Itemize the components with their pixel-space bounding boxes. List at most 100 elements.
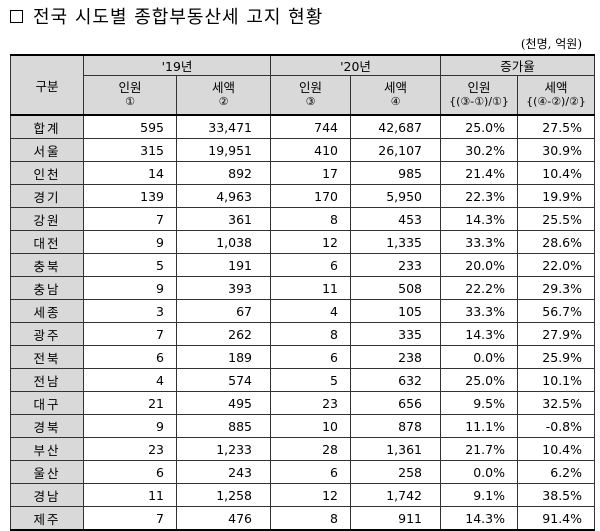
region-cell: 광주 <box>10 322 84 346</box>
region-cell: 제주 <box>10 506 84 531</box>
growth-people-cell: 22.2% <box>440 276 518 300</box>
people-2019-cell: 9 <box>83 230 177 254</box>
tax-2019-cell: 33,471 <box>176 114 271 139</box>
people-2019-cell: 9 <box>83 414 177 438</box>
tax-2019-cell: 19,951 <box>176 138 271 162</box>
people-2020-cell: 6 <box>270 345 351 369</box>
growth-people-cell: 22.3% <box>440 184 518 208</box>
tax-2019-cell: 1,233 <box>176 437 271 461</box>
growth-tax-cell: 10.4% <box>516 161 596 185</box>
growth-people-cell: 11.1% <box>440 414 518 438</box>
growth-tax-cell: 91.4% <box>516 506 596 531</box>
tax-2020-cell: 105 <box>350 299 441 323</box>
header-tax-2020: 세액 ④ <box>350 75 441 116</box>
tax-2019-cell: 67 <box>176 299 271 323</box>
tax-2020-cell: 258 <box>350 460 441 484</box>
people-2019-cell: 9 <box>83 276 177 300</box>
region-cell: 인천 <box>10 161 84 185</box>
table-row: 전남 4 574 5 632 25.0% 10.1% <box>10 368 596 392</box>
table-row: 대구 21 495 23 656 9.5% 32.5% <box>10 391 596 415</box>
header-tax-label: 세액 <box>544 80 568 95</box>
tax-2020-cell: 1,335 <box>350 230 441 254</box>
region-cell: 충남 <box>10 276 84 300</box>
table-row: 제주 7 476 8 911 14.3% 91.4% <box>10 506 596 531</box>
table-row: 인천 14 892 17 985 21.4% 10.4% <box>10 161 596 185</box>
growth-people-cell: 9.5% <box>440 391 518 415</box>
tax-2020-cell: 453 <box>350 207 441 231</box>
tax-2020-cell: 1,742 <box>350 483 441 507</box>
tax-2019-cell: 189 <box>176 345 271 369</box>
growth-tax-cell: 27.9% <box>516 322 596 346</box>
growth-tax-cell: -0.8% <box>516 414 596 438</box>
region-cell: 경기 <box>10 184 84 208</box>
tax-2020-cell: 335 <box>350 322 441 346</box>
tax-2020-cell: 42,687 <box>350 114 441 139</box>
growth-tax-cell: 38.5% <box>516 483 596 507</box>
header-people-label: 인원 <box>298 80 322 95</box>
table-row: 광주 7 262 8 335 14.3% 27.9% <box>10 322 596 346</box>
tax-2020-cell: 911 <box>350 506 441 531</box>
tax-2019-cell: 4,963 <box>176 184 271 208</box>
checkbox-square-icon <box>10 9 23 23</box>
region-cell: 합계 <box>10 114 84 139</box>
header-marker: ④ <box>390 95 401 108</box>
people-2019-cell: 3 <box>83 299 177 323</box>
people-2019-cell: 5 <box>83 253 177 277</box>
header-marker: ③ <box>305 95 316 108</box>
growth-tax-cell: 10.1% <box>516 368 596 392</box>
people-2020-cell: 28 <box>270 437 351 461</box>
tax-2020-cell: 1,361 <box>350 437 441 461</box>
region-cell: 전북 <box>10 345 84 369</box>
header-row-metrics: 인원 ① 세액 ② 인원 ③ 세액 ④ 인원 {(③-①)/①} 세액 {(④-②)/②} <box>11 75 596 116</box>
people-2020-cell: 744 <box>270 114 351 139</box>
tax-2020-cell: 985 <box>350 161 441 185</box>
page-title-text: 전국 시도별 종합부동산세 고지 현황 <box>33 7 324 28</box>
people-2020-cell: 6 <box>270 460 351 484</box>
growth-tax-cell: 25.9% <box>516 345 596 369</box>
people-2020-cell: 8 <box>270 207 351 231</box>
growth-tax-cell: 27.5% <box>516 114 596 139</box>
growth-people-cell: 0.0% <box>440 460 518 484</box>
people-2019-cell: 21 <box>83 391 177 415</box>
tax-2020-cell: 5,950 <box>350 184 441 208</box>
growth-tax-cell: 19.9% <box>516 184 596 208</box>
tax-2020-cell: 656 <box>350 391 441 415</box>
header-people-2019: 인원 ① <box>83 75 177 116</box>
header-row-years: 구분 '19년 '20년 증가율 <box>10 54 596 116</box>
tax-2019-cell: 476 <box>176 506 271 531</box>
table-row: 합계 595 33,471 744 42,687 25.0% 27.5% <box>10 114 596 139</box>
header-people-label: 인원 <box>467 80 491 95</box>
people-2020-cell: 11 <box>270 276 351 300</box>
growth-tax-cell: 32.5% <box>516 391 596 415</box>
growth-people-cell: 9.1% <box>440 483 518 507</box>
people-2020-cell: 6 <box>270 253 351 277</box>
people-2020-cell: 8 <box>270 322 351 346</box>
people-2019-cell: 315 <box>83 138 177 162</box>
tax-2020-cell: 632 <box>350 368 441 392</box>
growth-people-cell: 21.4% <box>440 161 518 185</box>
header-people-2020: 인원 ③ <box>270 75 351 116</box>
growth-tax-cell: 25.5% <box>516 207 596 231</box>
header-people-label: 인원 <box>118 80 142 95</box>
people-2020-cell: 12 <box>270 230 351 254</box>
header-formula: {(③-①)/①} <box>449 95 509 108</box>
growth-tax-cell: 30.9% <box>516 138 596 162</box>
region-cell: 강원 <box>10 207 84 231</box>
growth-people-cell: 25.0% <box>440 368 518 392</box>
people-2020-cell: 12 <box>270 483 351 507</box>
people-2019-cell: 595 <box>83 114 177 139</box>
people-2019-cell: 23 <box>83 437 177 461</box>
tax-2020-cell: 878 <box>350 414 441 438</box>
region-cell: 대구 <box>10 391 84 415</box>
people-2019-cell: 6 <box>83 460 177 484</box>
header-tax-label: 세액 <box>211 80 235 95</box>
header-marker: ① <box>125 95 135 108</box>
table-row: 충북 5 191 6 233 20.0% 22.0% <box>10 253 596 277</box>
region-cell: 충북 <box>10 253 84 277</box>
people-2019-cell: 139 <box>83 184 177 208</box>
table-row: 서울 315 19,951 410 26,107 30.2% 30.9% <box>10 138 596 162</box>
growth-people-cell: 14.3% <box>440 207 518 231</box>
growth-people-cell: 14.3% <box>440 506 518 531</box>
region-cell: 서울 <box>10 138 84 162</box>
growth-people-cell: 21.7% <box>440 437 518 461</box>
